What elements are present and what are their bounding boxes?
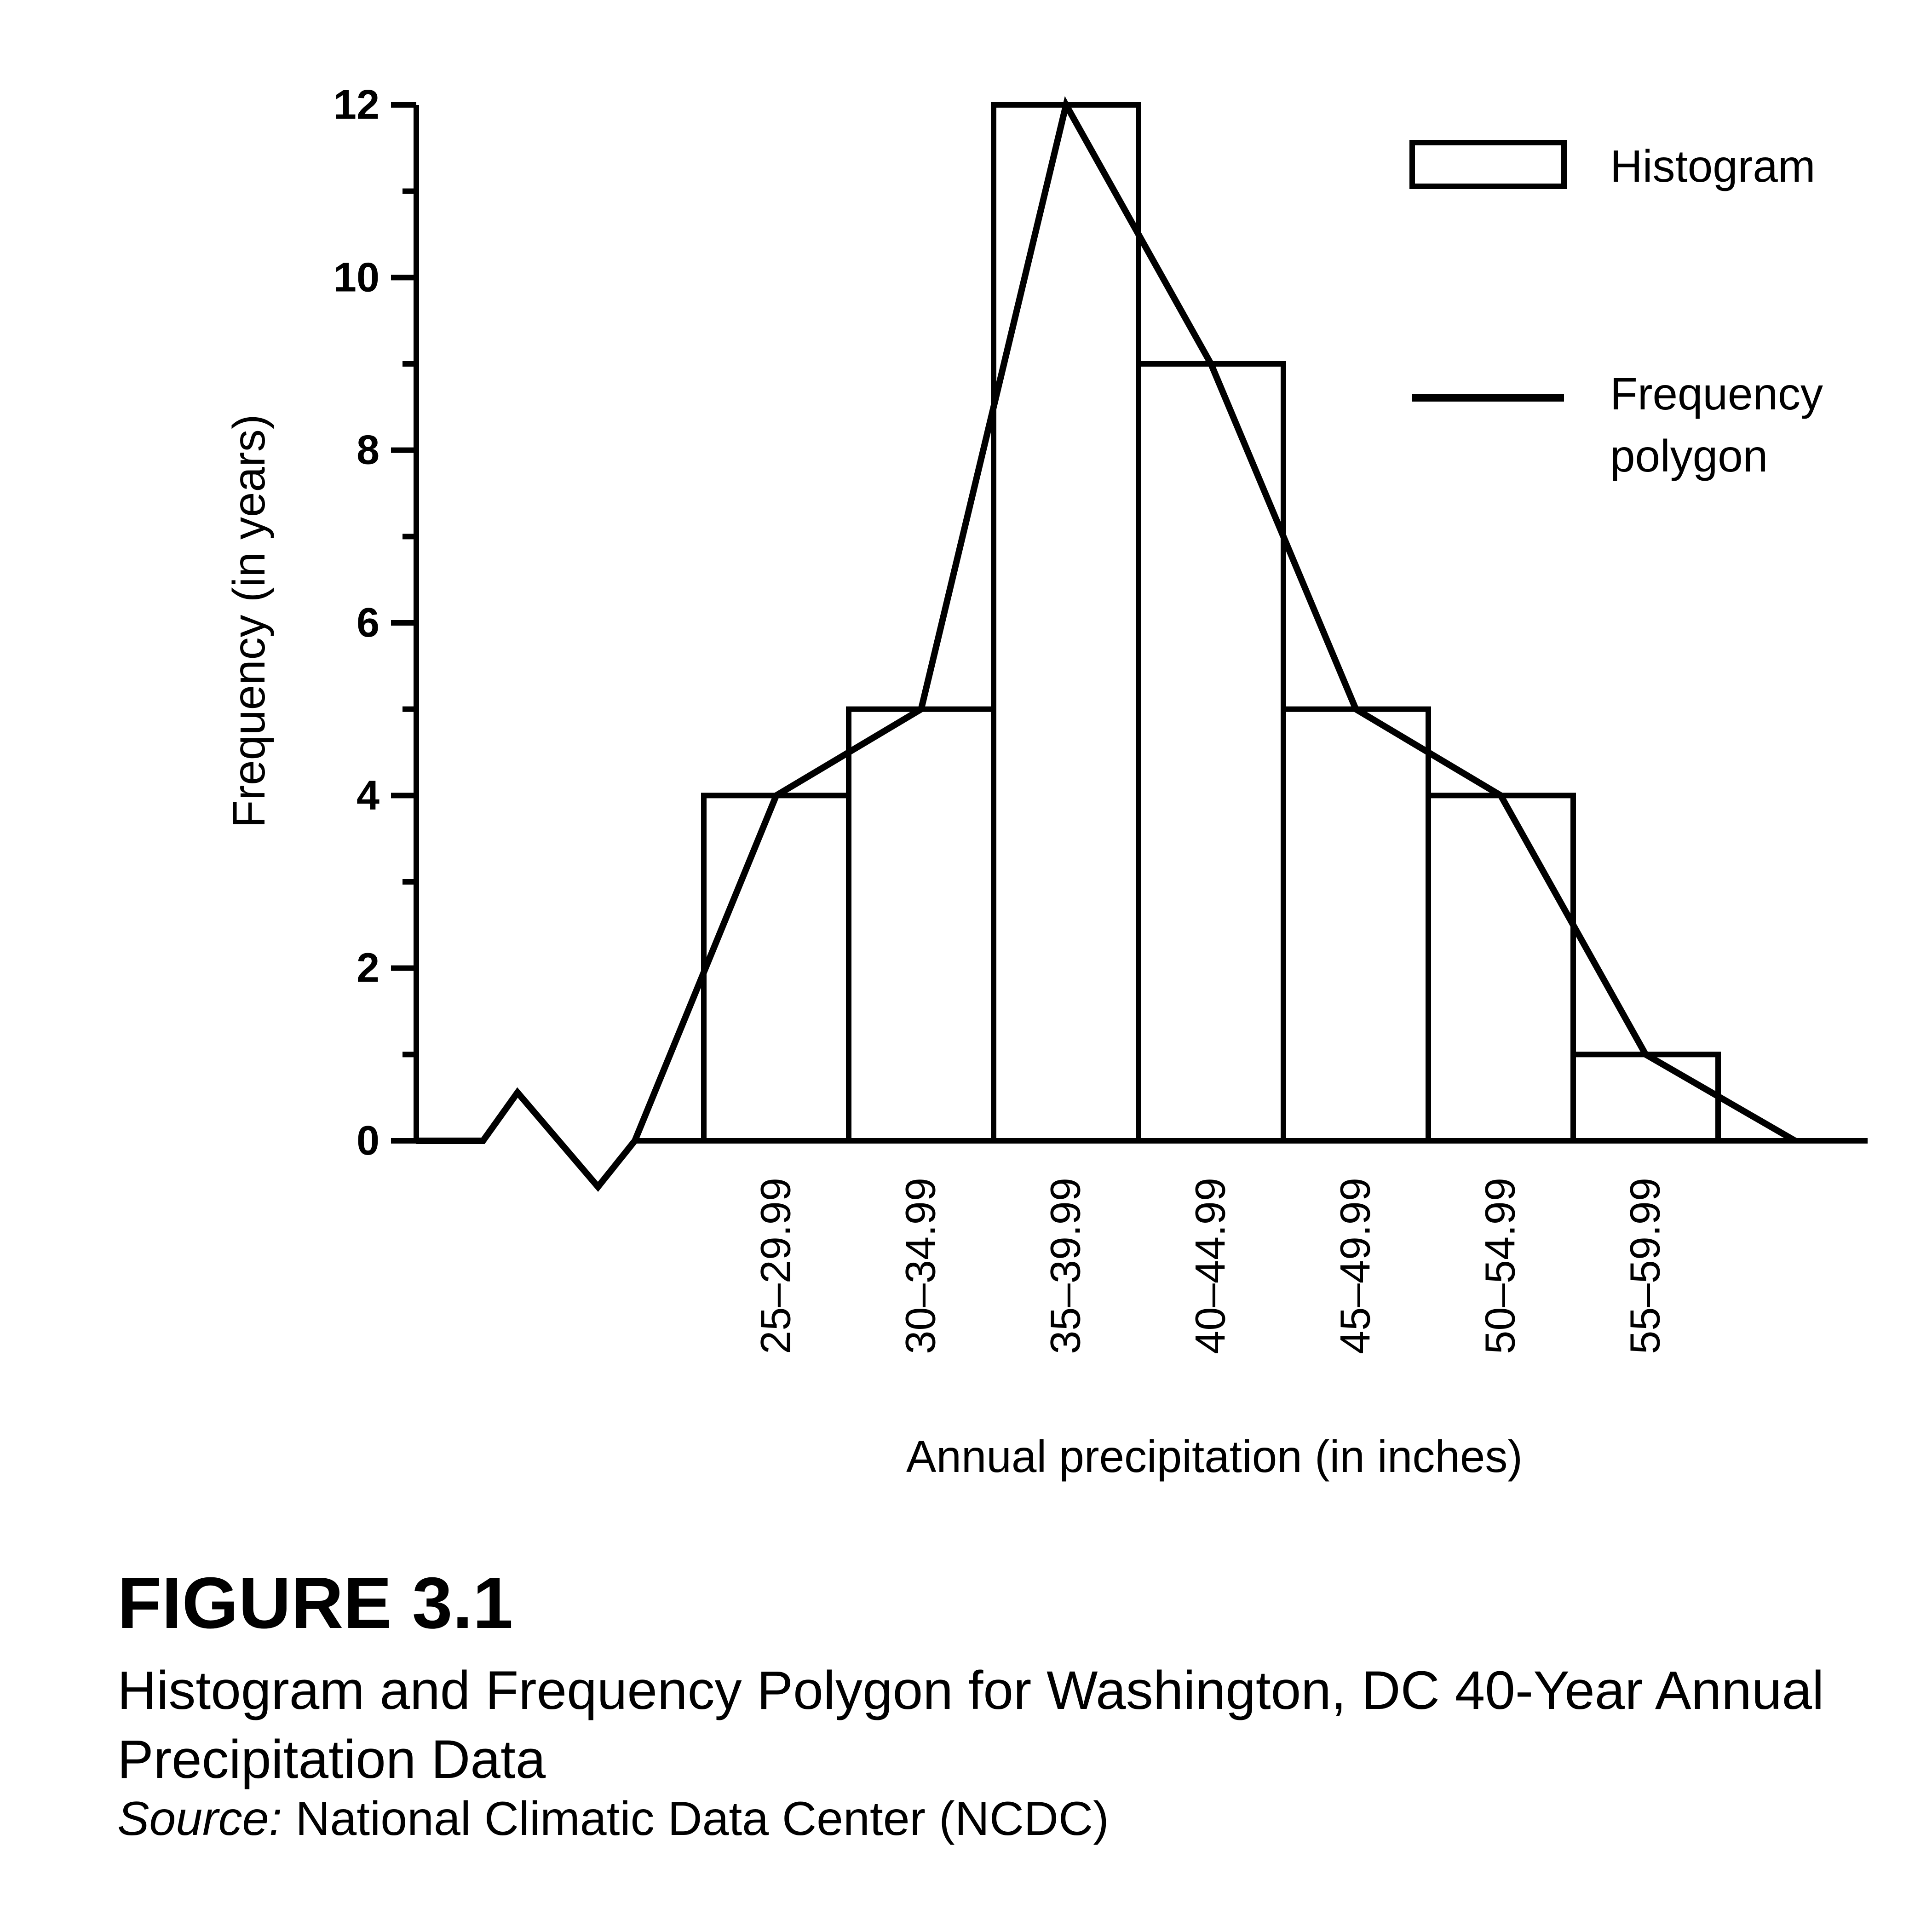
x-category-label-7: 55–59.99 xyxy=(1622,1178,1669,1354)
x-category-label-6: 50–54.99 xyxy=(1477,1178,1524,1354)
source-label: Source: xyxy=(117,1792,282,1846)
figure-caption: Histogram and Frequency Polygon for Wash… xyxy=(117,1660,1824,1790)
y-axis-title: Frequency (in years) xyxy=(224,414,274,828)
y-tick-label-6: 6 xyxy=(356,600,380,646)
histogram-bar-4 xyxy=(1136,361,1286,1144)
x-category-label-5: 45–49.99 xyxy=(1332,1178,1379,1354)
legend-polygon-label-line2: polygon xyxy=(1610,431,1768,481)
legend-histogram-swatch xyxy=(1409,140,1567,189)
polygon-vertex-5 xyxy=(1354,707,1358,711)
y-tick-label-10: 10 xyxy=(334,254,380,300)
polygon-vertex-2 xyxy=(919,707,923,711)
histogram-bar-6 xyxy=(1426,793,1576,1144)
x-category-label-3: 35–39.99 xyxy=(1042,1178,1089,1354)
x-category-label-4: 40–44.99 xyxy=(1187,1178,1234,1354)
y-tick-label-12: 12 xyxy=(334,82,380,128)
x-category-label-2: 30–34.99 xyxy=(897,1178,944,1354)
x-category-label-1: 25–29.99 xyxy=(753,1178,799,1354)
histogram-bar-7 xyxy=(1570,1052,1721,1144)
histogram-bar-1 xyxy=(701,793,851,1144)
legend-histogram-label: Histogram xyxy=(1610,141,1816,191)
histogram-bar-2 xyxy=(846,706,996,1144)
source-text: National Climatic Data Center (NCDC) xyxy=(282,1792,1109,1846)
polygon-vertex-4 xyxy=(1209,362,1213,366)
polygon-vertex-1 xyxy=(774,794,778,798)
polygon-vertex-3 xyxy=(1064,103,1068,107)
y-tick-label-2: 2 xyxy=(356,945,380,991)
histogram-bar-3 xyxy=(991,102,1141,1144)
y-tick-label-0: 0 xyxy=(356,1118,380,1164)
polygon-vertex-6 xyxy=(1499,794,1503,798)
figure-label: FIGURE 3.1 xyxy=(117,1563,513,1644)
y-tick-label-4: 4 xyxy=(356,772,380,818)
x-axis-title: Annual precipitation (in inches) xyxy=(906,1431,1523,1482)
legend-polygon-label-line1: Frequency xyxy=(1610,368,1823,419)
histogram-bar-5 xyxy=(1281,706,1431,1144)
polygon-vertex-7 xyxy=(1644,1052,1648,1057)
y-tick-label-8: 8 xyxy=(356,427,380,473)
figure-source: Source: National Climatic Data Center (N… xyxy=(117,1792,1109,1846)
histogram-chart: 0 2 4 6 8 10 12 25–29.99 30–34.99 35–39.99 40–44.9… xyxy=(224,82,1868,1482)
